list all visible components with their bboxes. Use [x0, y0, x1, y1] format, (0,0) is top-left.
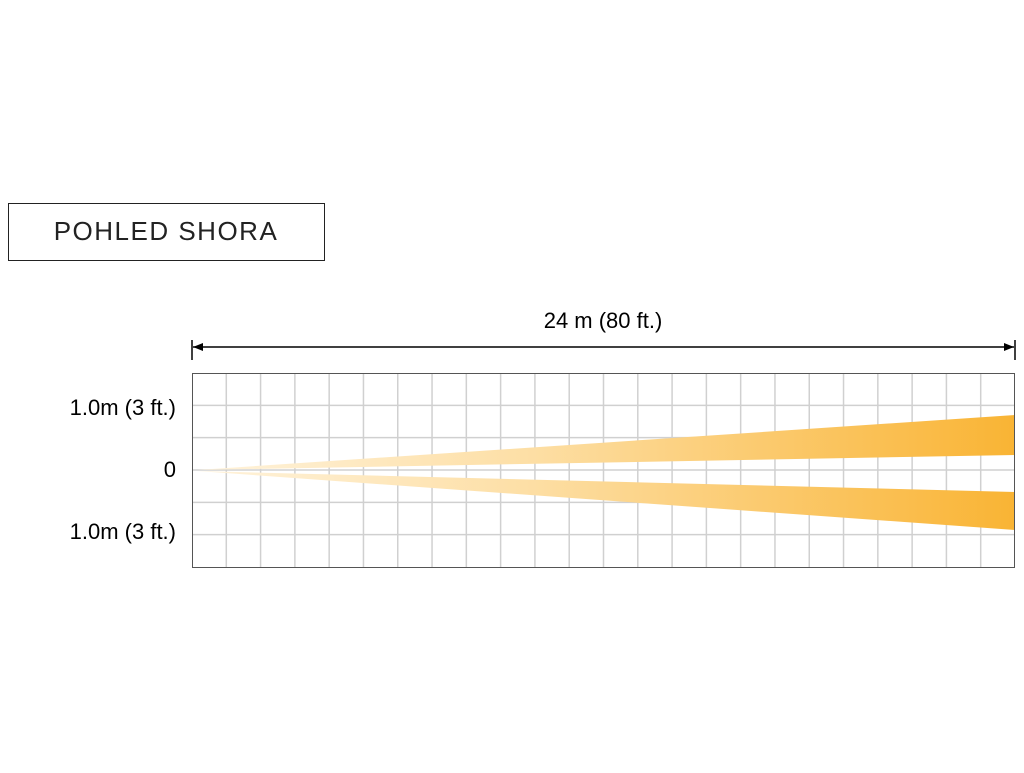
- grid: [192, 373, 1015, 567]
- title: POHLED SHORA: [54, 216, 279, 246]
- title-box: [8, 203, 325, 261]
- beam-upper: [197, 415, 1015, 470]
- dimension-label: 24 m (80 ft.): [544, 308, 663, 333]
- beam-lower: [197, 471, 1015, 530]
- axis-label: 0: [164, 457, 176, 482]
- axis-label: 1.0m (3 ft.): [70, 519, 176, 544]
- grid-border: [192, 373, 1015, 568]
- axis-label: 1.0m (3 ft.): [70, 395, 176, 420]
